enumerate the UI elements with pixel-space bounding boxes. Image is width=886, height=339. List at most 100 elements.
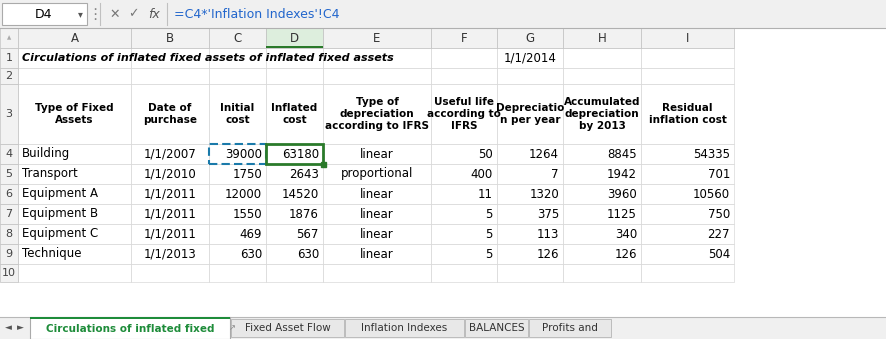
- Bar: [209, 68, 266, 84]
- Bar: [321, 162, 326, 167]
- Bar: [0, 184, 18, 204]
- Bar: [30, 317, 230, 319]
- Text: ✓: ✓: [128, 7, 138, 20]
- Bar: [563, 84, 641, 144]
- Bar: [18, 28, 131, 48]
- Bar: [497, 264, 563, 282]
- Bar: [18, 224, 131, 244]
- Text: Circulations of inflated fixed assets of inflated fixed assets: Circulations of inflated fixed assets of…: [22, 53, 393, 63]
- Text: D: D: [290, 32, 299, 44]
- Text: 5: 5: [486, 207, 493, 220]
- Text: 1/1/2011: 1/1/2011: [144, 187, 197, 200]
- Bar: [0, 317, 886, 339]
- Bar: [2, 3, 87, 25]
- Bar: [266, 224, 323, 244]
- Text: 1550: 1550: [232, 207, 262, 220]
- Bar: [131, 244, 209, 264]
- Bar: [131, 224, 209, 244]
- Text: C: C: [233, 32, 242, 44]
- Text: 3: 3: [5, 109, 12, 119]
- Bar: [18, 144, 131, 164]
- Text: 11: 11: [478, 187, 493, 200]
- Bar: [431, 84, 497, 144]
- Text: 3960: 3960: [607, 187, 637, 200]
- Bar: [497, 48, 563, 68]
- Bar: [0, 0, 886, 28]
- Bar: [131, 184, 209, 204]
- Text: Residual
inflation cost: Residual inflation cost: [649, 103, 727, 125]
- Text: 1/1/2011: 1/1/2011: [144, 227, 197, 240]
- Bar: [18, 264, 131, 282]
- Bar: [323, 84, 431, 144]
- Bar: [323, 204, 431, 224]
- Text: 126: 126: [537, 247, 559, 260]
- Text: fx: fx: [148, 7, 159, 20]
- Bar: [0, 164, 18, 184]
- Text: 1125: 1125: [607, 207, 637, 220]
- Text: 12000: 12000: [225, 187, 262, 200]
- Text: Equipment A: Equipment A: [22, 187, 98, 200]
- Bar: [641, 224, 734, 244]
- Bar: [529, 319, 611, 337]
- Bar: [266, 46, 323, 48]
- Bar: [563, 224, 641, 244]
- Text: ⋮: ⋮: [88, 6, 103, 21]
- Bar: [641, 48, 734, 68]
- Text: ✕: ✕: [110, 7, 120, 20]
- Bar: [0, 68, 18, 84]
- Text: Accumulated
depreciation
by 2013: Accumulated depreciation by 2013: [563, 97, 641, 131]
- Text: ►: ►: [17, 323, 23, 333]
- Bar: [641, 68, 734, 84]
- Bar: [345, 319, 464, 337]
- Text: 1/1/2011: 1/1/2011: [144, 207, 197, 220]
- Bar: [563, 68, 641, 84]
- Bar: [641, 164, 734, 184]
- Text: Fixed Asset Flow: Fixed Asset Flow: [245, 323, 330, 333]
- Text: Type of
depreciation
according to IFRS: Type of depreciation according to IFRS: [325, 97, 429, 131]
- Bar: [0, 28, 886, 317]
- Text: 2643: 2643: [289, 167, 319, 180]
- Text: 1942: 1942: [607, 167, 637, 180]
- Bar: [209, 144, 266, 164]
- Text: ▾: ▾: [78, 9, 82, 19]
- Text: 1: 1: [5, 53, 12, 63]
- Text: Type of Fixed
Assets: Type of Fixed Assets: [35, 103, 113, 125]
- Text: proportional: proportional: [341, 167, 413, 180]
- Bar: [431, 28, 497, 48]
- Bar: [563, 164, 641, 184]
- Text: Equipment B: Equipment B: [22, 207, 98, 220]
- Bar: [18, 48, 131, 68]
- Bar: [131, 48, 209, 68]
- Text: 469: 469: [239, 227, 262, 240]
- Text: 10560: 10560: [693, 187, 730, 200]
- Bar: [641, 144, 734, 164]
- Text: 1/1/2007: 1/1/2007: [144, 147, 197, 160]
- Bar: [497, 224, 563, 244]
- Text: 1876: 1876: [289, 207, 319, 220]
- Text: 4: 4: [5, 149, 12, 159]
- Bar: [431, 184, 497, 204]
- Bar: [30, 317, 230, 339]
- Bar: [0, 244, 18, 264]
- Bar: [209, 224, 266, 244]
- Text: 701: 701: [708, 167, 730, 180]
- Bar: [563, 244, 641, 264]
- Text: 39000: 39000: [225, 147, 262, 160]
- Bar: [0, 224, 18, 244]
- Bar: [641, 184, 734, 204]
- Text: 1320: 1320: [529, 187, 559, 200]
- Text: =C4*'Inflation Indexes'!C4: =C4*'Inflation Indexes'!C4: [174, 7, 339, 20]
- Bar: [323, 184, 431, 204]
- Text: ▲: ▲: [7, 36, 12, 40]
- Text: 1/1/2010: 1/1/2010: [144, 167, 197, 180]
- Bar: [266, 204, 323, 224]
- Text: 400: 400: [470, 167, 493, 180]
- Text: 7: 7: [551, 167, 559, 180]
- Bar: [497, 144, 563, 164]
- Text: linear: linear: [360, 247, 394, 260]
- Text: 1750: 1750: [232, 167, 262, 180]
- Text: G: G: [525, 32, 534, 44]
- Text: 375: 375: [537, 207, 559, 220]
- Bar: [18, 84, 131, 144]
- Bar: [431, 264, 497, 282]
